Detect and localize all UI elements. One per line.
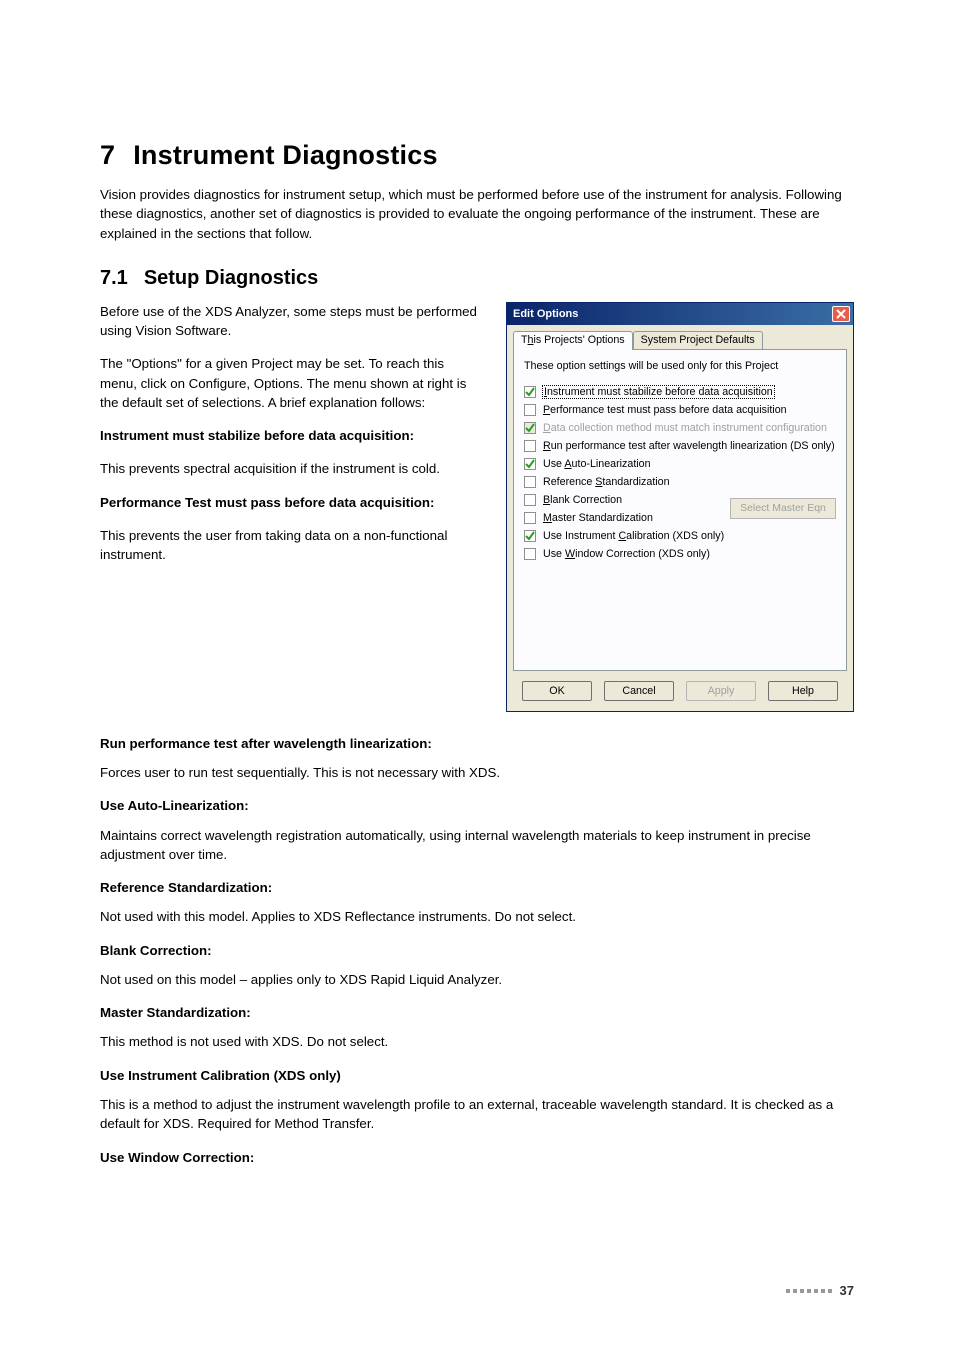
panel-description: These option settings will be used only … (524, 360, 836, 372)
checkbox[interactable] (524, 530, 536, 542)
checkbox[interactable] (524, 404, 536, 416)
section-heading: 7.1 Setup Diagnostics (100, 267, 854, 290)
section-number: 7.1 (100, 267, 128, 289)
option-row[interactable]: Reference Standardization (524, 476, 836, 488)
cancel-button[interactable]: Cancel (604, 681, 674, 701)
body-text: Maintains correct wavelength registratio… (100, 826, 854, 865)
dialog-button-row: OK Cancel Apply Help (507, 677, 853, 711)
help-button[interactable]: Help (768, 681, 838, 701)
page-number: 37 (840, 1283, 854, 1298)
option-name: Performance Test must pass before data a… (100, 493, 484, 512)
option-label: Run performance test after wavelength li… (543, 440, 835, 452)
tab-system-defaults[interactable]: System Project Defaults (633, 331, 763, 349)
option-name: Reference Standardization: (100, 878, 854, 897)
option-row[interactable]: Instrument must stabilize before data ac… (524, 386, 836, 398)
option-name: Blank Correction: (100, 941, 854, 960)
option-row[interactable]: Use Window Correction (XDS only) (524, 548, 836, 560)
option-label: Instrument must stabilize before data ac… (543, 386, 774, 398)
checkbox[interactable] (524, 476, 536, 488)
option-row[interactable]: Use Instrument Calibration (XDS only) (524, 530, 836, 542)
body-text: The "Options" for a given Project may be… (100, 354, 484, 412)
chapter-number: 7 (100, 140, 115, 170)
apply-button: Apply (686, 681, 756, 701)
select-master-eqn-button: Select Master Eqn (730, 498, 836, 519)
body-text: This is a method to adjust the instrumen… (100, 1095, 854, 1134)
checkbox[interactable] (524, 548, 536, 560)
section-title: Setup Diagnostics (144, 267, 318, 289)
checkbox[interactable] (524, 440, 536, 452)
intro-paragraph: Vision provides diagnostics for instrume… (100, 185, 854, 243)
edit-options-dialog: Edit Options This Projects' Options Syst… (506, 302, 854, 712)
body-text: Forces user to run test sequentially. Th… (100, 763, 854, 782)
dialog-title: Edit Options (513, 308, 578, 320)
option-row[interactable]: Run performance test after wavelength li… (524, 440, 836, 452)
tab-this-project[interactable]: This Projects' Options (513, 331, 633, 350)
option-row[interactable]: Use Auto-Linearization (524, 458, 836, 470)
body-text: Before use of the XDS Analyzer, some ste… (100, 302, 484, 341)
chapter-heading: 7 Instrument Diagnostics (100, 140, 854, 171)
option-label: Blank Correction (543, 494, 622, 506)
checkbox[interactable] (524, 386, 536, 398)
option-row[interactable]: Performance test must pass before data a… (524, 404, 836, 416)
option-label: Use Window Correction (XDS only) (543, 548, 710, 560)
option-label: Use Instrument Calibration (XDS only) (543, 530, 724, 542)
checkbox (524, 422, 536, 434)
body-text: This prevents the user from taking data … (100, 526, 484, 565)
option-label: Reference Standardization (543, 476, 670, 488)
option-row[interactable]: Data collection method must match instru… (524, 422, 836, 434)
option-name: Run performance test after wavelength li… (100, 734, 854, 753)
body-text: This method is not used with XDS. Do not… (100, 1032, 854, 1051)
checkbox[interactable] (524, 494, 536, 506)
chapter-title: Instrument Diagnostics (133, 140, 437, 170)
option-label: Performance test must pass before data a… (543, 404, 787, 416)
option-label: Data collection method must match instru… (543, 422, 827, 434)
checkbox[interactable] (524, 512, 536, 524)
body-text: Not used on this model – applies only to… (100, 970, 854, 989)
body-text: Not used with this model. Applies to XDS… (100, 907, 854, 926)
option-label: Master Standardization (543, 512, 653, 524)
tab-strip: This Projects' Options System Project De… (507, 325, 853, 349)
close-icon (836, 309, 846, 319)
tab-panel: These option settings will be used only … (513, 349, 847, 671)
option-label: Use Auto-Linearization (543, 458, 651, 470)
option-name: Instrument must stabilize before data ac… (100, 426, 484, 445)
option-name: Use Auto-Linearization: (100, 796, 854, 815)
footer-dots-icon (786, 1289, 832, 1293)
option-name: Use Window Correction: (100, 1148, 854, 1167)
close-button[interactable] (832, 306, 850, 322)
dialog-titlebar[interactable]: Edit Options (507, 303, 853, 325)
page-footer: 37 (786, 1283, 854, 1298)
body-text: This prevents spectral acquisition if th… (100, 459, 484, 478)
option-name: Master Standardization: (100, 1003, 854, 1022)
checkbox[interactable] (524, 458, 536, 470)
option-name: Use Instrument Calibration (XDS only) (100, 1066, 854, 1085)
ok-button[interactable]: OK (522, 681, 592, 701)
